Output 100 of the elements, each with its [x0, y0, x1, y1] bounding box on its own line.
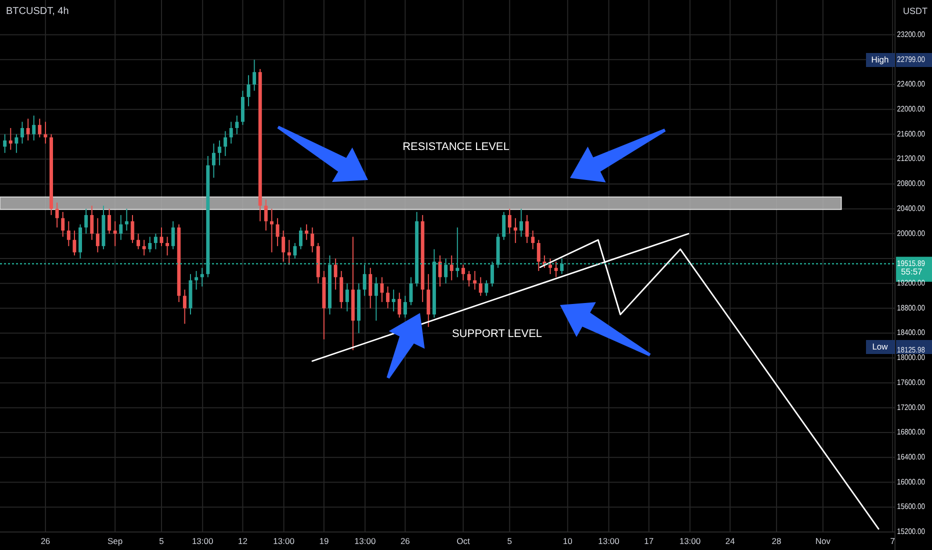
- x-tick-label: 24: [725, 536, 736, 546]
- candlestick: [194, 270, 198, 290]
- ref-line-label: 19515.89: [897, 258, 930, 268]
- candlestick: [8, 128, 12, 150]
- candlestick: [531, 230, 535, 250]
- candlestick: [473, 270, 477, 290]
- candlestick: [44, 121, 48, 144]
- y-axis-title: USDT: [903, 6, 928, 16]
- candlestick: [392, 289, 396, 312]
- x-tick-label: 19: [319, 536, 329, 546]
- candlestick: [299, 226, 302, 250]
- candlestick: [124, 208, 128, 232]
- candlestick: [252, 59, 256, 92]
- candlestick: [287, 239, 291, 266]
- candlestick: [502, 211, 506, 240]
- candlestick: [554, 261, 558, 278]
- y-tick-label: 18800.00: [897, 303, 930, 312]
- y-tick-label: 20000.00: [897, 228, 930, 238]
- x-tick-label: Sep: [108, 536, 123, 546]
- candlestick: [276, 218, 280, 247]
- candlestick: [130, 214, 134, 244]
- x-tick-label: Oct: [456, 536, 470, 546]
- candlestick: [20, 121, 24, 144]
- x-tick-label: 13:00: [273, 536, 295, 546]
- candlestick: [403, 295, 407, 318]
- candlestick: [212, 143, 216, 178]
- candlestick: [136, 233, 140, 250]
- candlestick: [246, 74, 250, 107]
- y-tick-label: 23200.00: [897, 30, 930, 39]
- candlestick: [96, 218, 100, 253]
- candlestick: [166, 236, 170, 256]
- candlestick: [310, 226, 314, 253]
- y-tick-label: 17600.00: [897, 378, 930, 387]
- candlestick: [171, 220, 175, 250]
- y-tick-label: 16000.00: [897, 477, 930, 486]
- candlestick: [72, 230, 76, 256]
- x-tick-label: 26: [40, 536, 50, 546]
- x-tick-label: 5: [159, 536, 164, 546]
- candlestick: [148, 236, 152, 253]
- x-tick-label: Nov: [815, 536, 832, 546]
- x-tick-label: 7: [890, 536, 896, 546]
- candlestick: [3, 134, 7, 154]
- candlestick: [32, 115, 36, 141]
- candlestick: [374, 276, 378, 322]
- candlestick: [235, 115, 239, 135]
- candlestick: [345, 282, 349, 312]
- candlestick: [119, 214, 123, 240]
- candlestick: [282, 230, 286, 262]
- y-tick-label: 18125.98: [897, 345, 930, 354]
- candlestick: [461, 264, 465, 281]
- y-tick-label: 22000.00: [897, 104, 930, 114]
- y-tick-label: 15600.00: [897, 502, 930, 512]
- candlestick: [478, 276, 482, 296]
- y-tick-label: 21600.00: [897, 129, 930, 138]
- y-tick-label: 15200.00: [897, 527, 930, 536]
- annotation: High: [871, 54, 890, 64]
- annotation: SUPPORT LEVEL: [452, 328, 542, 340]
- candlestick: [264, 199, 268, 232]
- candlestick: [108, 208, 112, 234]
- y-tick-label: 22400.00: [897, 80, 930, 89]
- candlestick: [304, 224, 308, 240]
- annotation: Low: [872, 341, 889, 352]
- candlestick: [386, 286, 390, 309]
- y-tick-label: 21200.00: [897, 154, 930, 164]
- y-tick-label: 16400.00: [897, 452, 930, 462]
- candlestick: [224, 130, 228, 156]
- y-tick-label: 18000.00: [897, 353, 930, 362]
- text: 55:57: [901, 266, 923, 276]
- candlestick: [334, 258, 338, 290]
- candlestick: [450, 254, 454, 281]
- candlestick: [84, 208, 88, 234]
- candlestick: [536, 239, 540, 272]
- candlestick: [514, 218, 518, 244]
- x-tick-label: 5: [507, 536, 512, 546]
- x-tick-label: 13:00: [598, 536, 620, 546]
- candlestick: [398, 292, 402, 318]
- candlestick: [229, 121, 233, 144]
- candlestick: [484, 280, 488, 296]
- x-tick-label: 13:00: [192, 536, 214, 546]
- candlestick: [200, 267, 204, 288]
- candlestick: [519, 208, 523, 238]
- candlestick: [380, 276, 384, 303]
- candlestick: [368, 267, 372, 309]
- candlestick: [38, 118, 42, 138]
- y-tick-label: 18400.00: [897, 328, 930, 338]
- candlestick: [270, 208, 274, 253]
- candlestick: [467, 270, 471, 288]
- candlestick: [218, 140, 222, 166]
- x-tick-label: 10: [562, 536, 573, 546]
- candlestick: [154, 233, 158, 250]
- candlestick: [14, 134, 18, 154]
- x-tick-label: 28: [772, 536, 782, 546]
- x-tick-label: 26: [400, 536, 410, 546]
- annotation: RESISTANCE LEVEL: [402, 140, 510, 153]
- y-tick-label: 22799.00: [897, 54, 930, 64]
- y-tick-label: 17200.00: [897, 402, 930, 412]
- candlestick: [26, 118, 30, 141]
- candlestick: [113, 220, 117, 247]
- x-tick-label: 13:00: [354, 536, 376, 546]
- candlestick: [293, 242, 297, 260]
